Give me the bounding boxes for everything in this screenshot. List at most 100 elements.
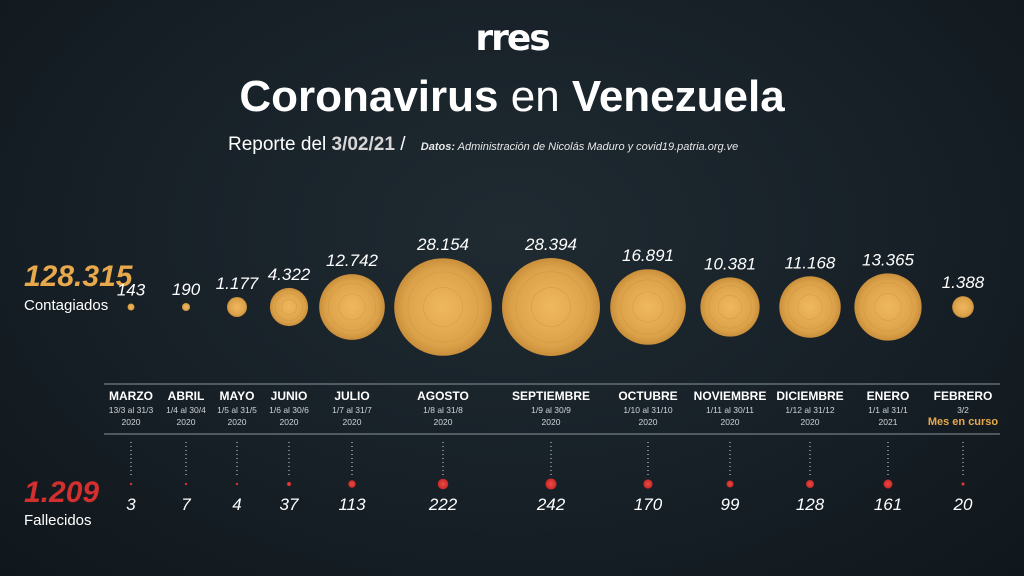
case-value-label: 13.365 [862,250,915,269]
bubble-texture [423,287,463,327]
date-range-label: 1/6 al 30/6 [269,405,309,415]
year-label: Mes en curso [928,416,999,428]
logo: rres [475,18,550,59]
case-bubble [181,302,191,312]
year-label: 2020 [177,417,196,427]
source-note: Datos: Administración de Nicolás Maduro … [421,141,739,153]
source-label: Datos: [420,141,455,153]
death-dot [545,478,557,490]
death-value-label: 242 [536,495,566,514]
case-value-label: 28.154 [416,235,469,254]
title-part-2: en [510,72,560,121]
bubble-texture [407,271,479,343]
death-dot [726,480,734,488]
year-label: 2020 [721,417,740,427]
bubble-texture [717,294,743,320]
year-label: 2020 [122,417,141,427]
death-value-label: 4 [232,495,241,514]
total-cases-value: 128.315 [24,260,133,293]
month-label: MAYO [220,389,255,403]
bubble-texture [632,291,664,323]
month-label: ABRIL [168,389,205,403]
bubble-texture [328,283,376,331]
year-label: 2020 [542,417,561,427]
date-range-label: 1/7 al 31/7 [332,405,372,415]
case-value-label: 1.177 [216,274,259,293]
case-bubble [127,303,135,311]
report-separator: / [400,134,406,155]
date-range-label: 1/11 al 30/11 [706,405,754,415]
case-bubble [227,297,247,317]
death-dot [643,479,653,489]
death-value-label: 113 [338,495,366,514]
total-deaths-label: Fallecidos [24,512,92,529]
report-line: Reporte del 3/02/21 / Datos: Administrac… [228,134,738,156]
death-dot [184,482,188,486]
death-dot [806,480,814,488]
date-range-label: 13/3 al 31/3 [109,405,154,415]
case-value-label: 143 [117,281,146,300]
year-label: 2020 [280,417,299,427]
bubble-texture [338,293,366,321]
case-bubble [779,276,841,338]
year-label: 2020 [434,417,453,427]
month-label: NOVIEMBRE [694,389,767,403]
date-range-label: 1/1 al 31/1 [868,405,908,415]
month-label: OCTUBRE [618,389,677,403]
death-dot [348,480,356,488]
case-bubble [854,273,922,341]
year-label: 2020 [228,417,247,427]
death-value-label: 3 [126,495,136,514]
case-value-label: 28.394 [524,235,577,254]
year-label: 2020 [801,417,820,427]
bubble-texture [797,294,823,320]
date-range-label: 1/8 al 31/8 [423,405,463,415]
total-cases-label: Contagiados [24,297,109,314]
date-range-label: 1/10 al 31/10 [623,405,672,415]
bubble-texture [787,284,833,330]
month-label: JULIO [334,389,369,403]
bubble-texture [874,293,902,321]
date-range-label: 1/9 al 30/9 [531,405,571,415]
case-bubble [610,269,686,345]
month-label: MARZO [109,389,153,403]
death-value-label: 37 [280,495,299,514]
death-value-label: 161 [874,495,902,514]
case-value-label: 16.891 [622,246,674,265]
case-value-label: 10.381 [704,254,756,273]
death-value-label: 20 [953,495,973,514]
case-bubble [952,296,974,318]
year-label: 2020 [343,417,362,427]
death-value-label: 7 [181,495,191,514]
bubble-texture [274,292,304,322]
death-dot [235,482,239,486]
date-range-label: 3/2 [957,405,969,415]
death-dot [883,479,893,489]
case-bubble [319,274,385,340]
case-bubble [502,258,600,356]
case-value-label: 1.388 [942,273,985,292]
month-label: AGOSTO [417,389,469,403]
month-label: JUNIO [271,389,308,403]
source-text: Administración de Nicolás Maduro y covid… [457,141,739,153]
case-bubble [394,258,492,356]
month-label: DICIEMBRE [776,389,843,403]
month-label: SEPTIEMBRE [512,389,590,403]
case-value-label: 4.322 [268,265,311,284]
report-prefix: Reporte del [228,134,327,155]
year-label: 2020 [639,417,658,427]
case-value-label: 11.168 [785,253,836,272]
case-bubble [269,287,309,327]
death-dot [129,482,133,486]
bubble-texture [531,287,571,327]
case-value-label: 12.742 [326,251,379,270]
bubble-texture [708,285,752,329]
report-date: 3/02/21 [331,134,395,155]
death-value-label: 99 [721,495,740,514]
death-dot [961,482,965,486]
death-dot [286,481,292,487]
total-deaths-value: 1.209 [24,476,100,509]
page-title: Coronavirus en Venezuela [0,72,1024,122]
date-range-label: 1/12 al 31/12 [785,405,834,415]
